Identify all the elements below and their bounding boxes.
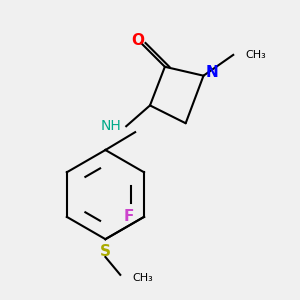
Text: O: O	[132, 32, 145, 47]
Text: CH₃: CH₃	[245, 50, 266, 60]
Text: F: F	[124, 209, 134, 224]
Text: CH₃: CH₃	[132, 273, 153, 283]
Text: S: S	[100, 244, 111, 259]
Text: NH: NH	[101, 119, 122, 133]
Text: N: N	[206, 65, 219, 80]
